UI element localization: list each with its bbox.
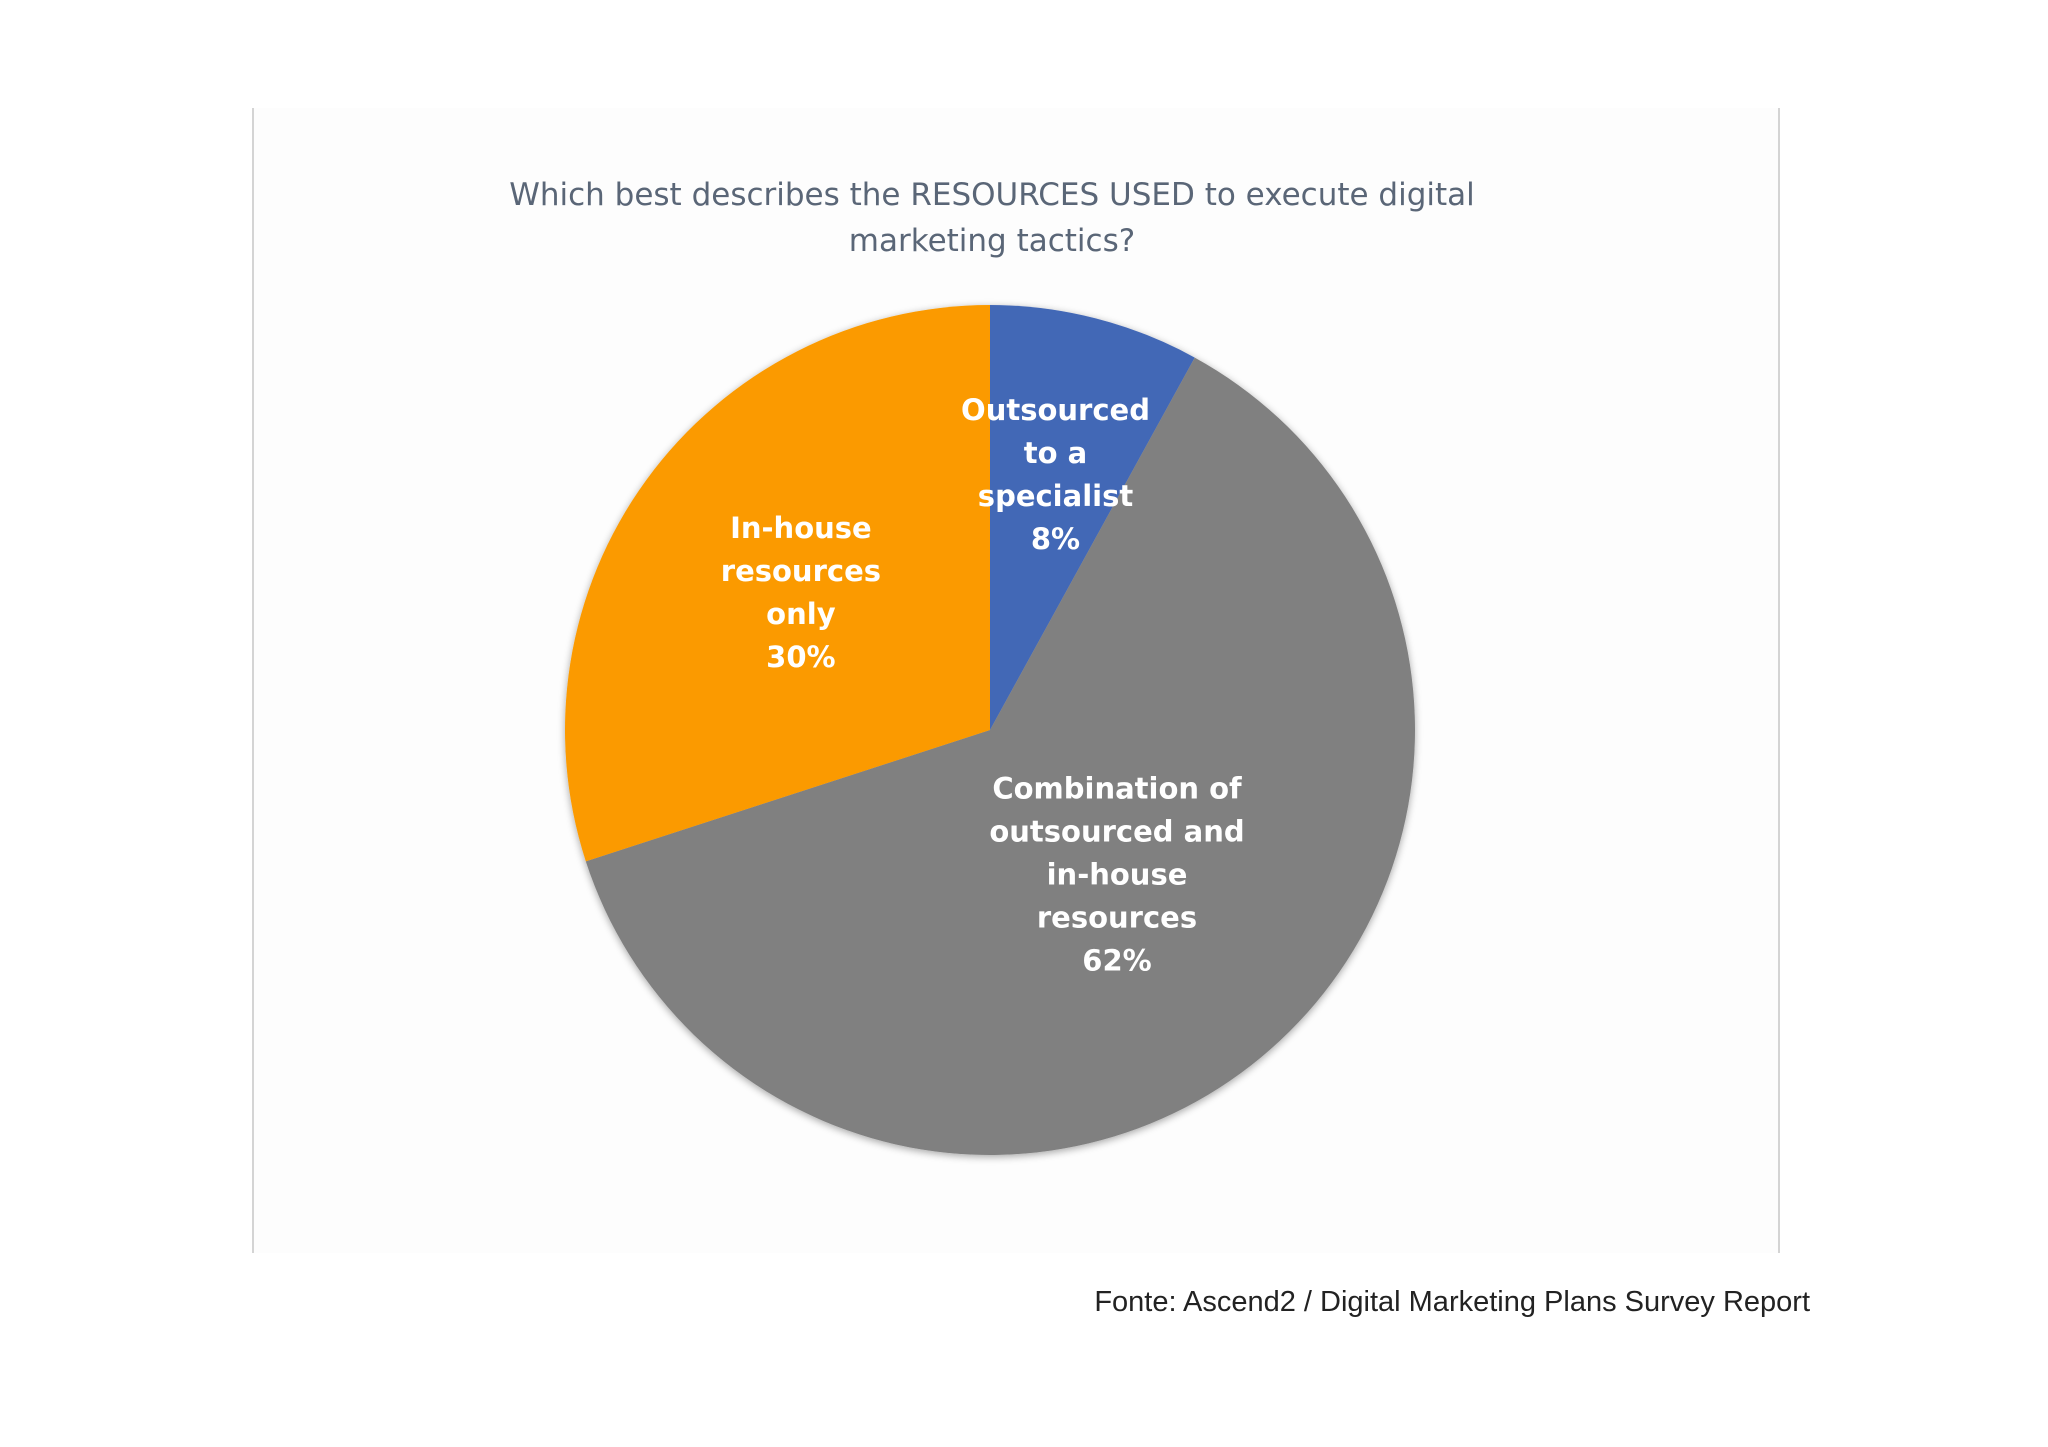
slice-name: In-house resources only — [720, 510, 882, 631]
pie-slice-2 — [585, 357, 1415, 1155]
slice-percent: 30% — [766, 639, 836, 674]
slice-percent: 8% — [1030, 521, 1081, 556]
slice-name: Outsourced to a specialist — [961, 392, 1150, 513]
slice-name: Combination of outsourced and in-house r… — [989, 771, 1245, 935]
source-note: Fonte: Ascend2 / Digital Marketing Plans… — [1094, 1286, 1810, 1318]
slice-label-3: In-house resources only 30% — [721, 507, 881, 679]
pie-slice-3 — [565, 305, 990, 862]
slice-percent: 62% — [1082, 943, 1152, 978]
slice-label-2: Combination of outsourced and in-house r… — [989, 768, 1244, 983]
slice-label-1: Outsourced to a specialist 8% — [961, 389, 1150, 561]
pie-slice-1 — [990, 305, 1195, 730]
chart-title: Which best describes the RESOURCES USED … — [509, 177, 1475, 259]
